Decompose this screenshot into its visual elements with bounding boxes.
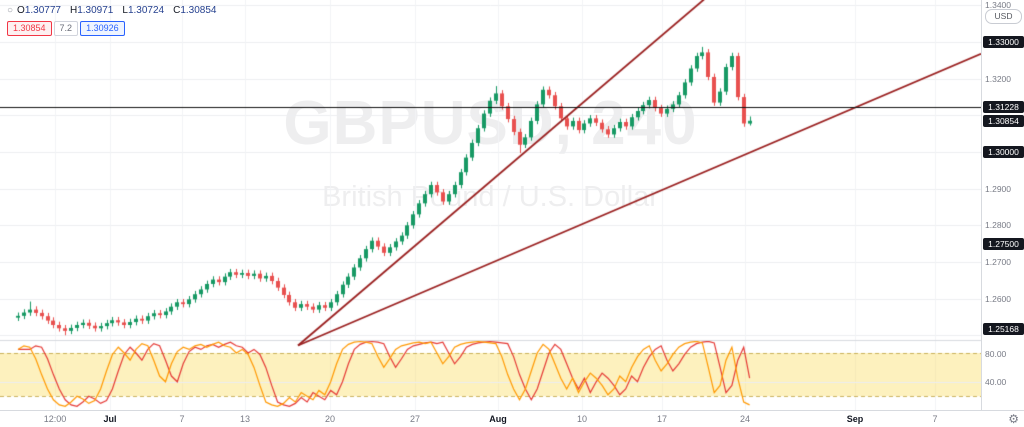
- price-scale-label: 1.2900: [985, 183, 1011, 194]
- price-badge: 1.30000: [983, 146, 1024, 159]
- ohlc-legend: ○ O1.30777 H1.30971 L1.30724 C1.30854: [7, 5, 221, 16]
- price-badge: 1.27500: [983, 237, 1024, 250]
- quote-panel: 1.30854 7.2 1.30926: [7, 21, 221, 36]
- time-scale-label: Jul: [103, 414, 117, 424]
- price-badge: 1.33000: [983, 36, 1024, 49]
- price-badge: 1.25168: [983, 323, 1024, 336]
- time-scale-label: Aug: [489, 414, 507, 424]
- ohlc-high-value: 1.30971: [77, 5, 114, 16]
- time-scale-label: 7: [179, 414, 185, 424]
- price-scale-label: 1.3400: [985, 0, 1011, 11]
- spread-value: 7.2: [53, 21, 79, 36]
- ohlc-close-label: C: [173, 5, 181, 16]
- time-scale-label: Sep: [846, 414, 864, 424]
- ohlc-low-label: L: [122, 5, 128, 16]
- price-scale-label: 1.3200: [985, 73, 1011, 84]
- price-axis[interactable]: USD 1.3400 1.3200 1.2900 1.2800 1.2700 1.2600…: [981, 0, 1024, 427]
- time-axis[interactable]: ⚙ 12:00 Jul 7 13 20 27 Aug 10 17 24 Sep 7: [0, 410, 1024, 427]
- currency-toggle-button[interactable]: USD: [985, 9, 1022, 24]
- oscillator-scale-label: 80.00: [985, 348, 1007, 359]
- ohlc-open-value: 1.30777: [24, 5, 61, 16]
- time-scale-label: 12:00: [43, 414, 67, 424]
- ohlc-open-label: O: [17, 5, 25, 16]
- oscillator-scale-label: 40.00: [985, 377, 1007, 388]
- price-scale-label: 1.2800: [985, 220, 1011, 231]
- time-scale-label: 24: [739, 414, 751, 424]
- price-scale-label: 1.2600: [985, 293, 1011, 304]
- time-scale-label: 13: [239, 414, 251, 424]
- chart-legend: ○ O1.30777 H1.30971 L1.30724 C1.30854 1.…: [7, 5, 221, 36]
- time-scale-label: 10: [576, 414, 588, 424]
- time-scale-label: 27: [409, 414, 421, 424]
- buy-price-button[interactable]: 1.30926: [80, 21, 125, 36]
- ohlc-low-value: 1.30724: [127, 5, 165, 16]
- time-scale-label: 17: [656, 414, 668, 424]
- legend-marker-icon: ○: [7, 4, 14, 16]
- price-scale-label: 1.2700: [985, 256, 1011, 267]
- ohlc-close-value: 1.30854: [180, 5, 217, 16]
- time-scale-label: 7: [932, 414, 938, 424]
- ohlc-high-label: H: [69, 5, 78, 16]
- price-badge: 1.31228: [983, 101, 1024, 114]
- gear-icon: ⚙: [1008, 412, 1019, 426]
- time-scale-label: 20: [324, 414, 336, 424]
- chart-settings-button[interactable]: ⚙: [1008, 412, 1019, 426]
- price-badge: 1.30854: [983, 114, 1024, 127]
- sell-price-button[interactable]: 1.30854: [7, 21, 52, 36]
